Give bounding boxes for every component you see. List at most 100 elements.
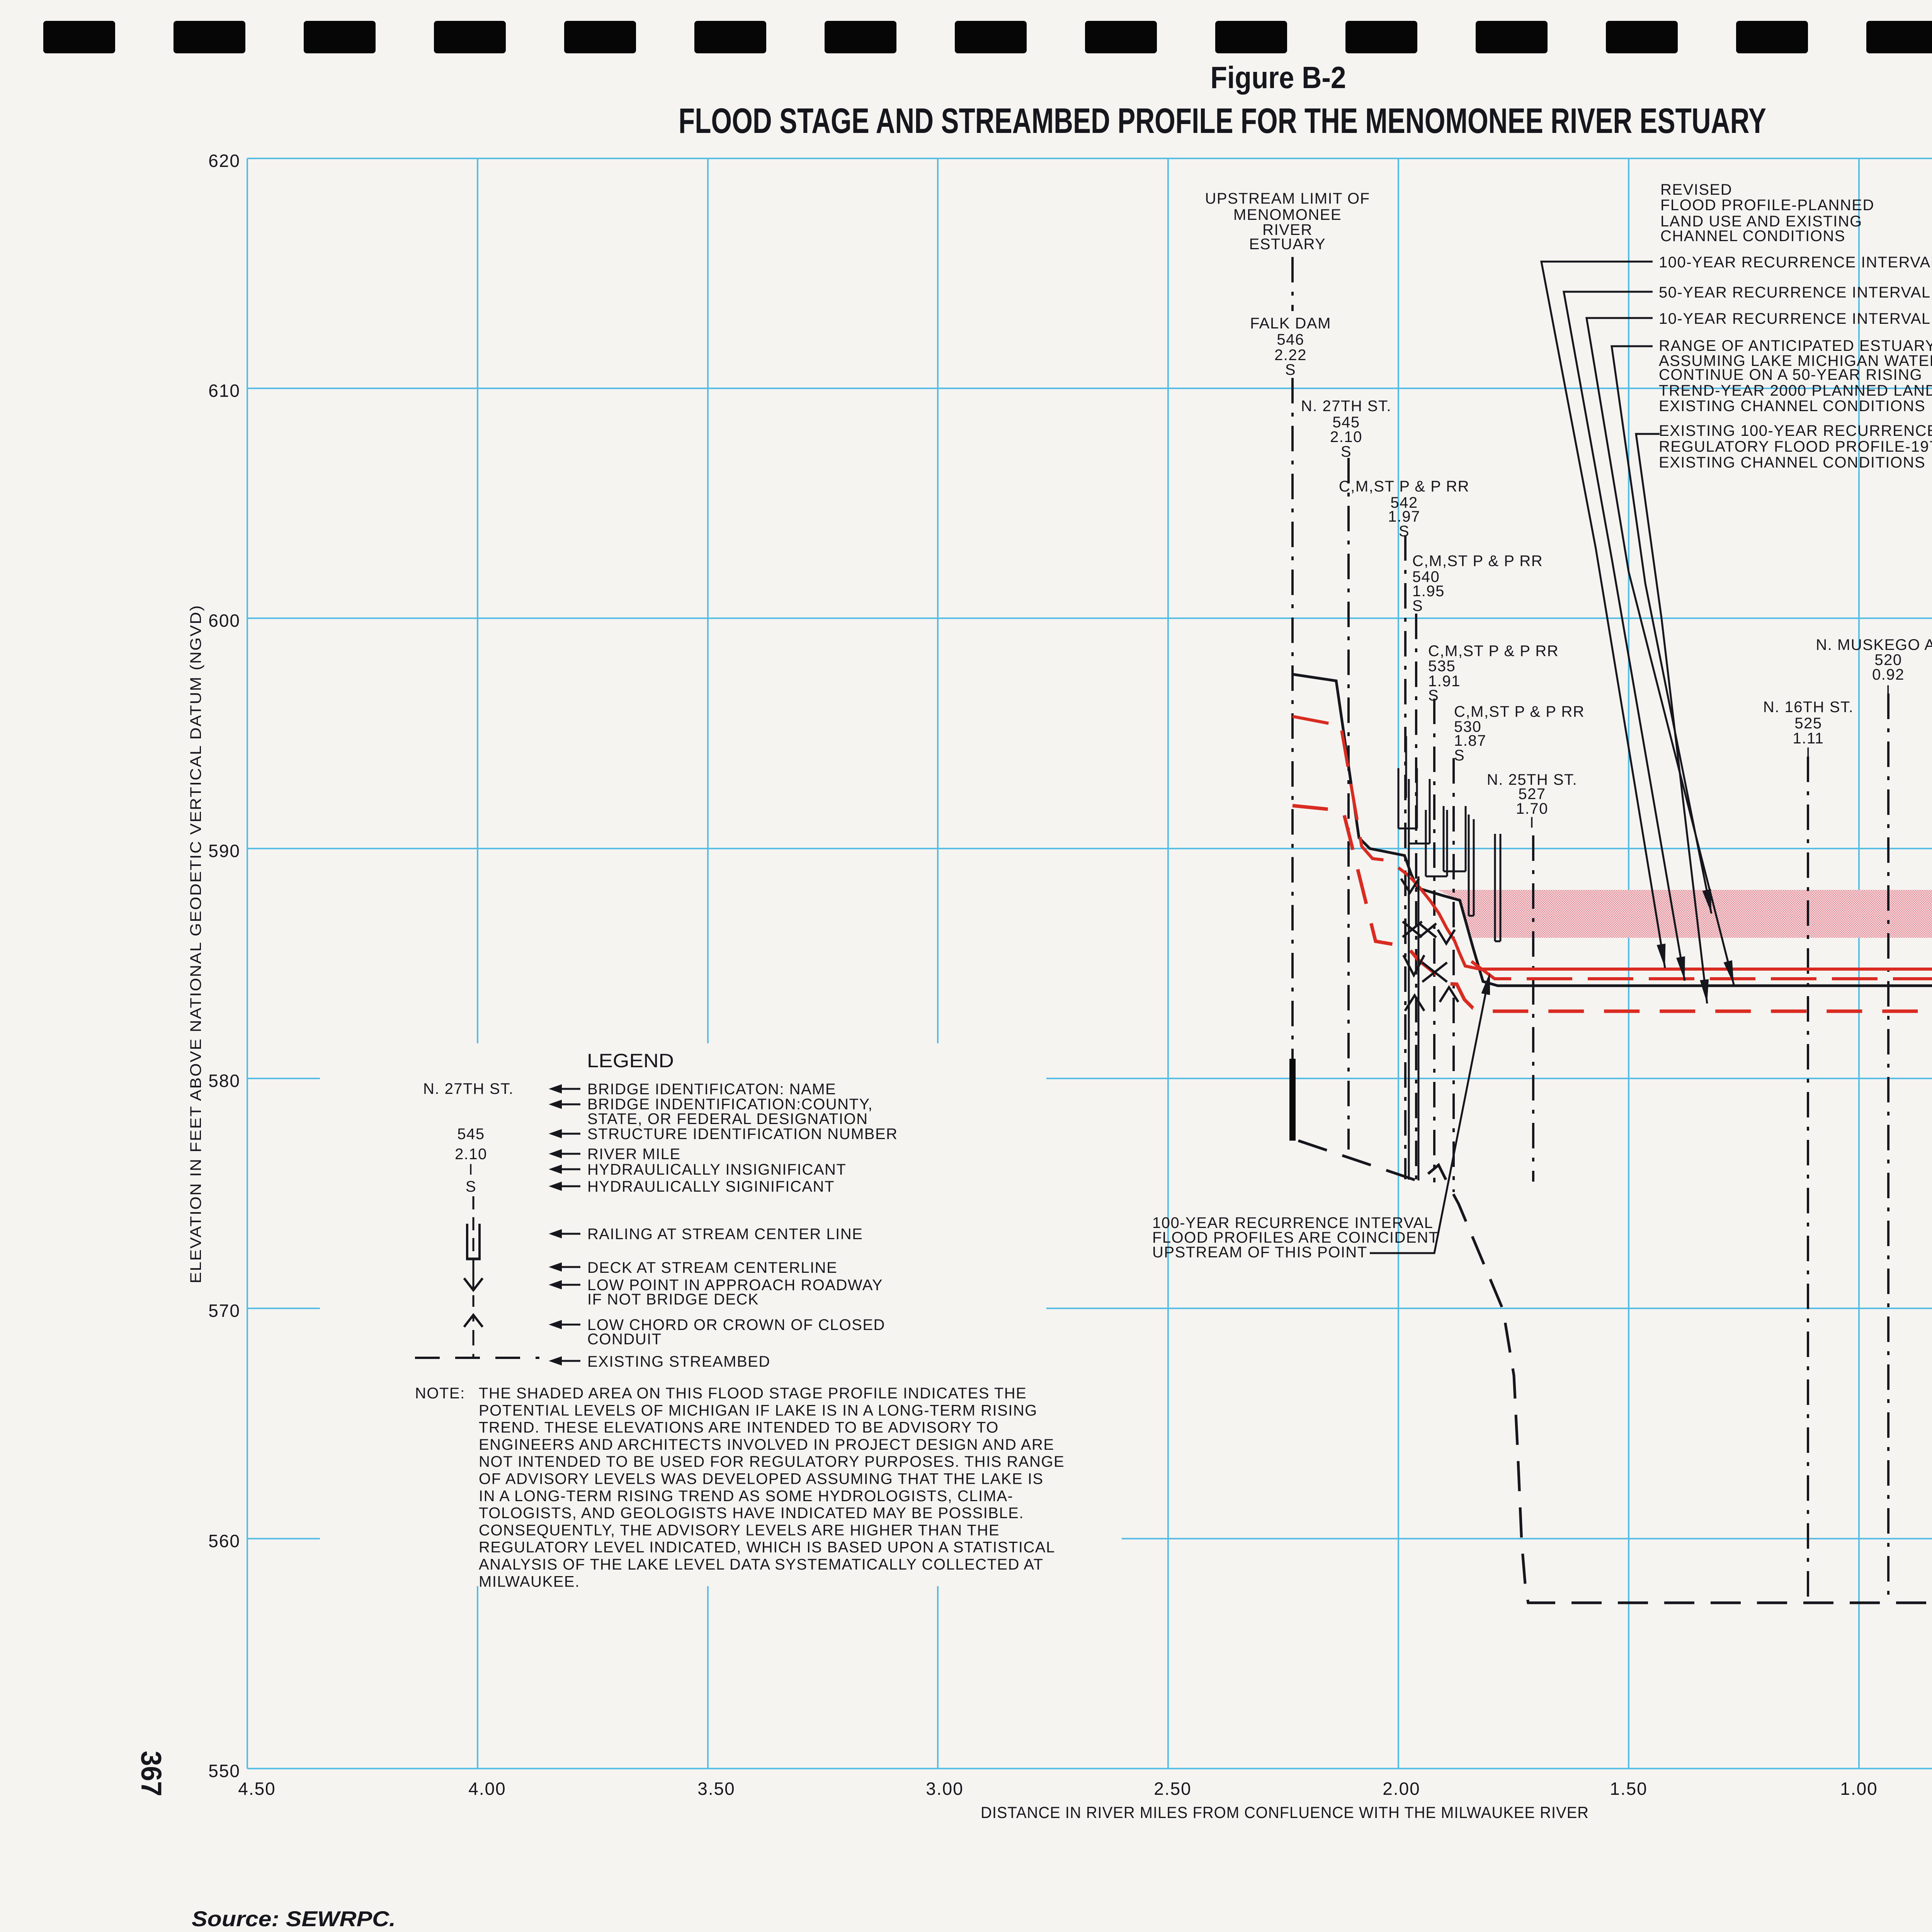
svg-text:IN A LONG-TERM RISING TREND AS: IN A LONG-TERM RISING TREND AS SOME HYDR… — [479, 1488, 1013, 1505]
svg-text:2.22: 2.22 — [1274, 347, 1307, 364]
svg-text:C,M,ST P & P RR: C,M,ST P & P RR — [1412, 553, 1543, 570]
svg-text:0.92: 0.92 — [1872, 666, 1905, 683]
svg-text:I: I — [1886, 682, 1891, 699]
svg-text:Figure B-2: Figure B-2 — [1211, 60, 1346, 95]
svg-text:ANALYSIS OF THE LAKE LEVEL DAT: ANALYSIS OF THE LAKE LEVEL DATA SYSTEMAT… — [479, 1556, 1044, 1573]
svg-text:1.95: 1.95 — [1412, 583, 1445, 600]
svg-text:N. MUSKEGO AVE.: N. MUSKEGO AVE. — [1816, 636, 1932, 653]
svg-text:UPSTREAM LIMIT OF: UPSTREAM LIMIT OF — [1205, 190, 1370, 207]
svg-text:100-YEAR RECURRENCE INTERVAL: 100-YEAR RECURRENCE INTERVAL — [1152, 1214, 1433, 1231]
svg-text:S: S — [1285, 361, 1296, 378]
svg-text:S: S — [466, 1178, 476, 1195]
svg-text:N. 27TH ST.: N. 27TH ST. — [1301, 398, 1391, 415]
svg-text:N. 25TH ST.: N. 25TH ST. — [1487, 771, 1577, 788]
svg-text:540: 540 — [1412, 568, 1440, 585]
svg-text:610: 610 — [208, 381, 240, 401]
svg-text:4.00: 4.00 — [468, 1779, 506, 1799]
svg-text:C,M,ST P & P RR: C,M,ST P & P RR — [1428, 643, 1559, 660]
svg-text:2.10: 2.10 — [1330, 429, 1362, 446]
svg-text:1.91: 1.91 — [1428, 673, 1461, 690]
svg-text:LOW POINT IN APPROACH ROADWAY: LOW POINT IN APPROACH ROADWAY — [587, 1277, 883, 1294]
svg-text:EXISTING 100-YEAR RECURRENCE I: EXISTING 100-YEAR RECURRENCE INTERVAL — [1659, 422, 1932, 439]
svg-text:UPSTREAM OF THIS POINT: UPSTREAM OF THIS POINT — [1152, 1244, 1367, 1261]
svg-text:367: 367 — [135, 1751, 167, 1796]
svg-text:LOW CHORD OR CROWN OF CLOSED: LOW CHORD OR CROWN OF CLOSED — [587, 1316, 885, 1333]
svg-text:Source: SEWRPC.: Source: SEWRPC. — [192, 1906, 396, 1931]
svg-text:TREND-YEAR 2000 PLANNED LAND U: TREND-YEAR 2000 PLANNED LAND USE, — [1659, 382, 1932, 399]
svg-text:527: 527 — [1518, 786, 1546, 803]
svg-text:RIVER: RIVER — [1262, 221, 1313, 238]
svg-text:POTENTIAL LEVELS OF MICHIGAN I: POTENTIAL LEVELS OF MICHIGAN IF LAKE IS … — [479, 1402, 1037, 1419]
svg-text:ELEVATION IN FEET ABOVE NATION: ELEVATION IN FEET ABOVE NATIONAL GEODETI… — [187, 605, 204, 1284]
svg-text:FLOOD STAGE AND STREAMBED PROF: FLOOD STAGE AND STREAMBED PROFILE FOR TH… — [679, 101, 1766, 141]
svg-text:N. 16TH ST.: N. 16TH ST. — [1763, 699, 1854, 716]
svg-text:525: 525 — [1794, 715, 1822, 732]
svg-text:546: 546 — [1277, 331, 1304, 348]
svg-text:570: 570 — [208, 1301, 240, 1321]
svg-text:BRIDGE INDENTIFICATION:COUNTY,: BRIDGE INDENTIFICATION:COUNTY, — [587, 1096, 873, 1113]
svg-text:CONTINUE ON A 50-YEAR RISING: CONTINUE ON A 50-YEAR RISING — [1659, 366, 1922, 383]
svg-text:550: 550 — [208, 1761, 240, 1781]
svg-text:590: 590 — [208, 841, 240, 861]
svg-text:1.97: 1.97 — [1388, 508, 1420, 525]
svg-text:1.00: 1.00 — [1840, 1779, 1878, 1799]
svg-text:3.50: 3.50 — [697, 1779, 735, 1799]
svg-text:S: S — [1412, 597, 1423, 614]
svg-text:600: 600 — [208, 611, 240, 631]
svg-text:10-YEAR RECURRENCE INTERVAL: 10-YEAR RECURRENCE INTERVAL — [1659, 310, 1931, 327]
svg-text:S: S — [1399, 523, 1410, 540]
svg-text:HYDRAULICALLY INSIGNIFICANT: HYDRAULICALLY INSIGNIFICANT — [587, 1161, 846, 1178]
svg-text:I: I — [1530, 814, 1535, 831]
svg-text:C,M,ST P & P RR: C,M,ST P & P RR — [1454, 703, 1585, 720]
svg-text:IF NOT BRIDGE DECK: IF NOT BRIDGE DECK — [587, 1291, 759, 1308]
svg-text:EXISTING CHANNEL CONDITIONS: EXISTING CHANNEL CONDITIONS — [1659, 398, 1925, 415]
svg-text:CONSEQUENTLY, THE ADVISORY LEV: CONSEQUENTLY, THE ADVISORY LEVELS ARE HI… — [479, 1522, 1000, 1539]
svg-text:ENGINEERS AND ARCHITECTS INVOL: ENGINEERS AND ARCHITECTS INVOLVED IN PRO… — [479, 1436, 1054, 1453]
svg-text:BRIDGE IDENTIFICATON: NAME: BRIDGE IDENTIFICATON: NAME — [587, 1081, 836, 1098]
svg-text:580: 580 — [208, 1071, 240, 1091]
svg-text:HYDRAULICALLY SIGINIFICANT: HYDRAULICALLY SIGINIFICANT — [587, 1178, 835, 1195]
svg-text:620: 620 — [208, 151, 240, 171]
svg-text:100-YEAR RECURRENCE INTERVAL: 100-YEAR RECURRENCE INTERVAL — [1659, 254, 1932, 271]
svg-text:REVISED: REVISED — [1660, 181, 1732, 198]
svg-text:EXISTING STREAMBED: EXISTING STREAMBED — [587, 1353, 770, 1370]
svg-text:DISTANCE IN RIVER MILES FROM C: DISTANCE IN RIVER MILES FROM CONFLUENCE … — [981, 1803, 1589, 1821]
svg-text:1.11: 1.11 — [1793, 730, 1824, 747]
svg-text:MILWAUKEE.: MILWAUKEE. — [479, 1573, 580, 1590]
svg-text:ASSUMING LAKE MICHIGAN WATER L: ASSUMING LAKE MICHIGAN WATER LEVELS — [1659, 352, 1932, 369]
svg-text:RIVER MILE: RIVER MILE — [587, 1146, 681, 1163]
svg-text:N. 27TH ST.: N. 27TH ST. — [423, 1080, 514, 1097]
svg-text:2.50: 2.50 — [1154, 1779, 1192, 1799]
svg-text:FLOOD PROFILE-PLANNED: FLOOD PROFILE-PLANNED — [1660, 197, 1874, 214]
svg-text:C,M,ST P & P RR: C,M,ST P & P RR — [1339, 478, 1469, 495]
svg-text:EXISTING CHANNEL CONDITIONS: EXISTING CHANNEL CONDITIONS — [1659, 454, 1925, 471]
svg-text:1.70: 1.70 — [1516, 800, 1548, 817]
svg-text:560: 560 — [208, 1531, 240, 1551]
svg-text:545: 545 — [1332, 414, 1360, 431]
svg-text:520: 520 — [1874, 651, 1902, 668]
svg-text:545: 545 — [457, 1126, 485, 1143]
svg-text:CHANNEL CONDITIONS: CHANNEL CONDITIONS — [1660, 228, 1845, 245]
svg-text:I: I — [1806, 745, 1811, 762]
svg-text:TOLOGISTS, AND GEOLOGISTS HAVE: TOLOGISTS, AND GEOLOGISTS HAVE INDICATED… — [479, 1505, 1024, 1522]
svg-text:REGULATORY LEVEL INDICATED, WH: REGULATORY LEVEL INDICATED, WHICH IS BAS… — [479, 1539, 1055, 1556]
svg-text:ESTUARY: ESTUARY — [1249, 236, 1326, 253]
svg-text:TREND. THESE ELEVATIONS ARE IN: TREND. THESE ELEVATIONS ARE INTENDED TO … — [479, 1419, 999, 1436]
svg-text:S: S — [1341, 443, 1352, 460]
svg-text:1.50: 1.50 — [1610, 1779, 1648, 1799]
svg-text:CONDUIT: CONDUIT — [587, 1331, 662, 1348]
svg-text:OF ADVISORY LEVELS WAS DEVELOP: OF ADVISORY LEVELS WAS DEVELOPED ASSUMIN… — [479, 1471, 1044, 1488]
svg-text:S: S — [1454, 747, 1465, 764]
svg-text:FLOOD PROFILES ARE COINCIDENT: FLOOD PROFILES ARE COINCIDENT — [1152, 1229, 1439, 1246]
svg-text:LEGEND: LEGEND — [587, 1050, 674, 1071]
svg-text:DECK AT STREAM CENTERLINE: DECK AT STREAM CENTERLINE — [587, 1259, 837, 1276]
svg-text:MENOMONEE: MENOMONEE — [1233, 206, 1342, 223]
svg-text:530: 530 — [1454, 718, 1481, 735]
svg-text:NOT INTENDED TO BE USED FOR RE: NOT INTENDED TO BE USED FOR REGULATORY P… — [479, 1453, 1065, 1470]
svg-text:STRUCTURE IDENTIFICATION NUMBE: STRUCTURE IDENTIFICATION NUMBER — [587, 1126, 898, 1143]
svg-text:RAILING AT STREAM CENTER LINE: RAILING AT STREAM CENTER LINE — [587, 1226, 863, 1243]
svg-text:3.00: 3.00 — [926, 1779, 964, 1799]
svg-text:LAND USE AND EXISTING: LAND USE AND EXISTING — [1660, 213, 1862, 230]
svg-text:RANGE OF ANTICIPATED ESTUARY W: RANGE OF ANTICIPATED ESTUARY WATER LEVEL… — [1659, 337, 1932, 354]
svg-text:THE SHADED AREA ON THIS FLOOD: THE SHADED AREA ON THIS FLOOD STAGE PROF… — [479, 1385, 1027, 1402]
